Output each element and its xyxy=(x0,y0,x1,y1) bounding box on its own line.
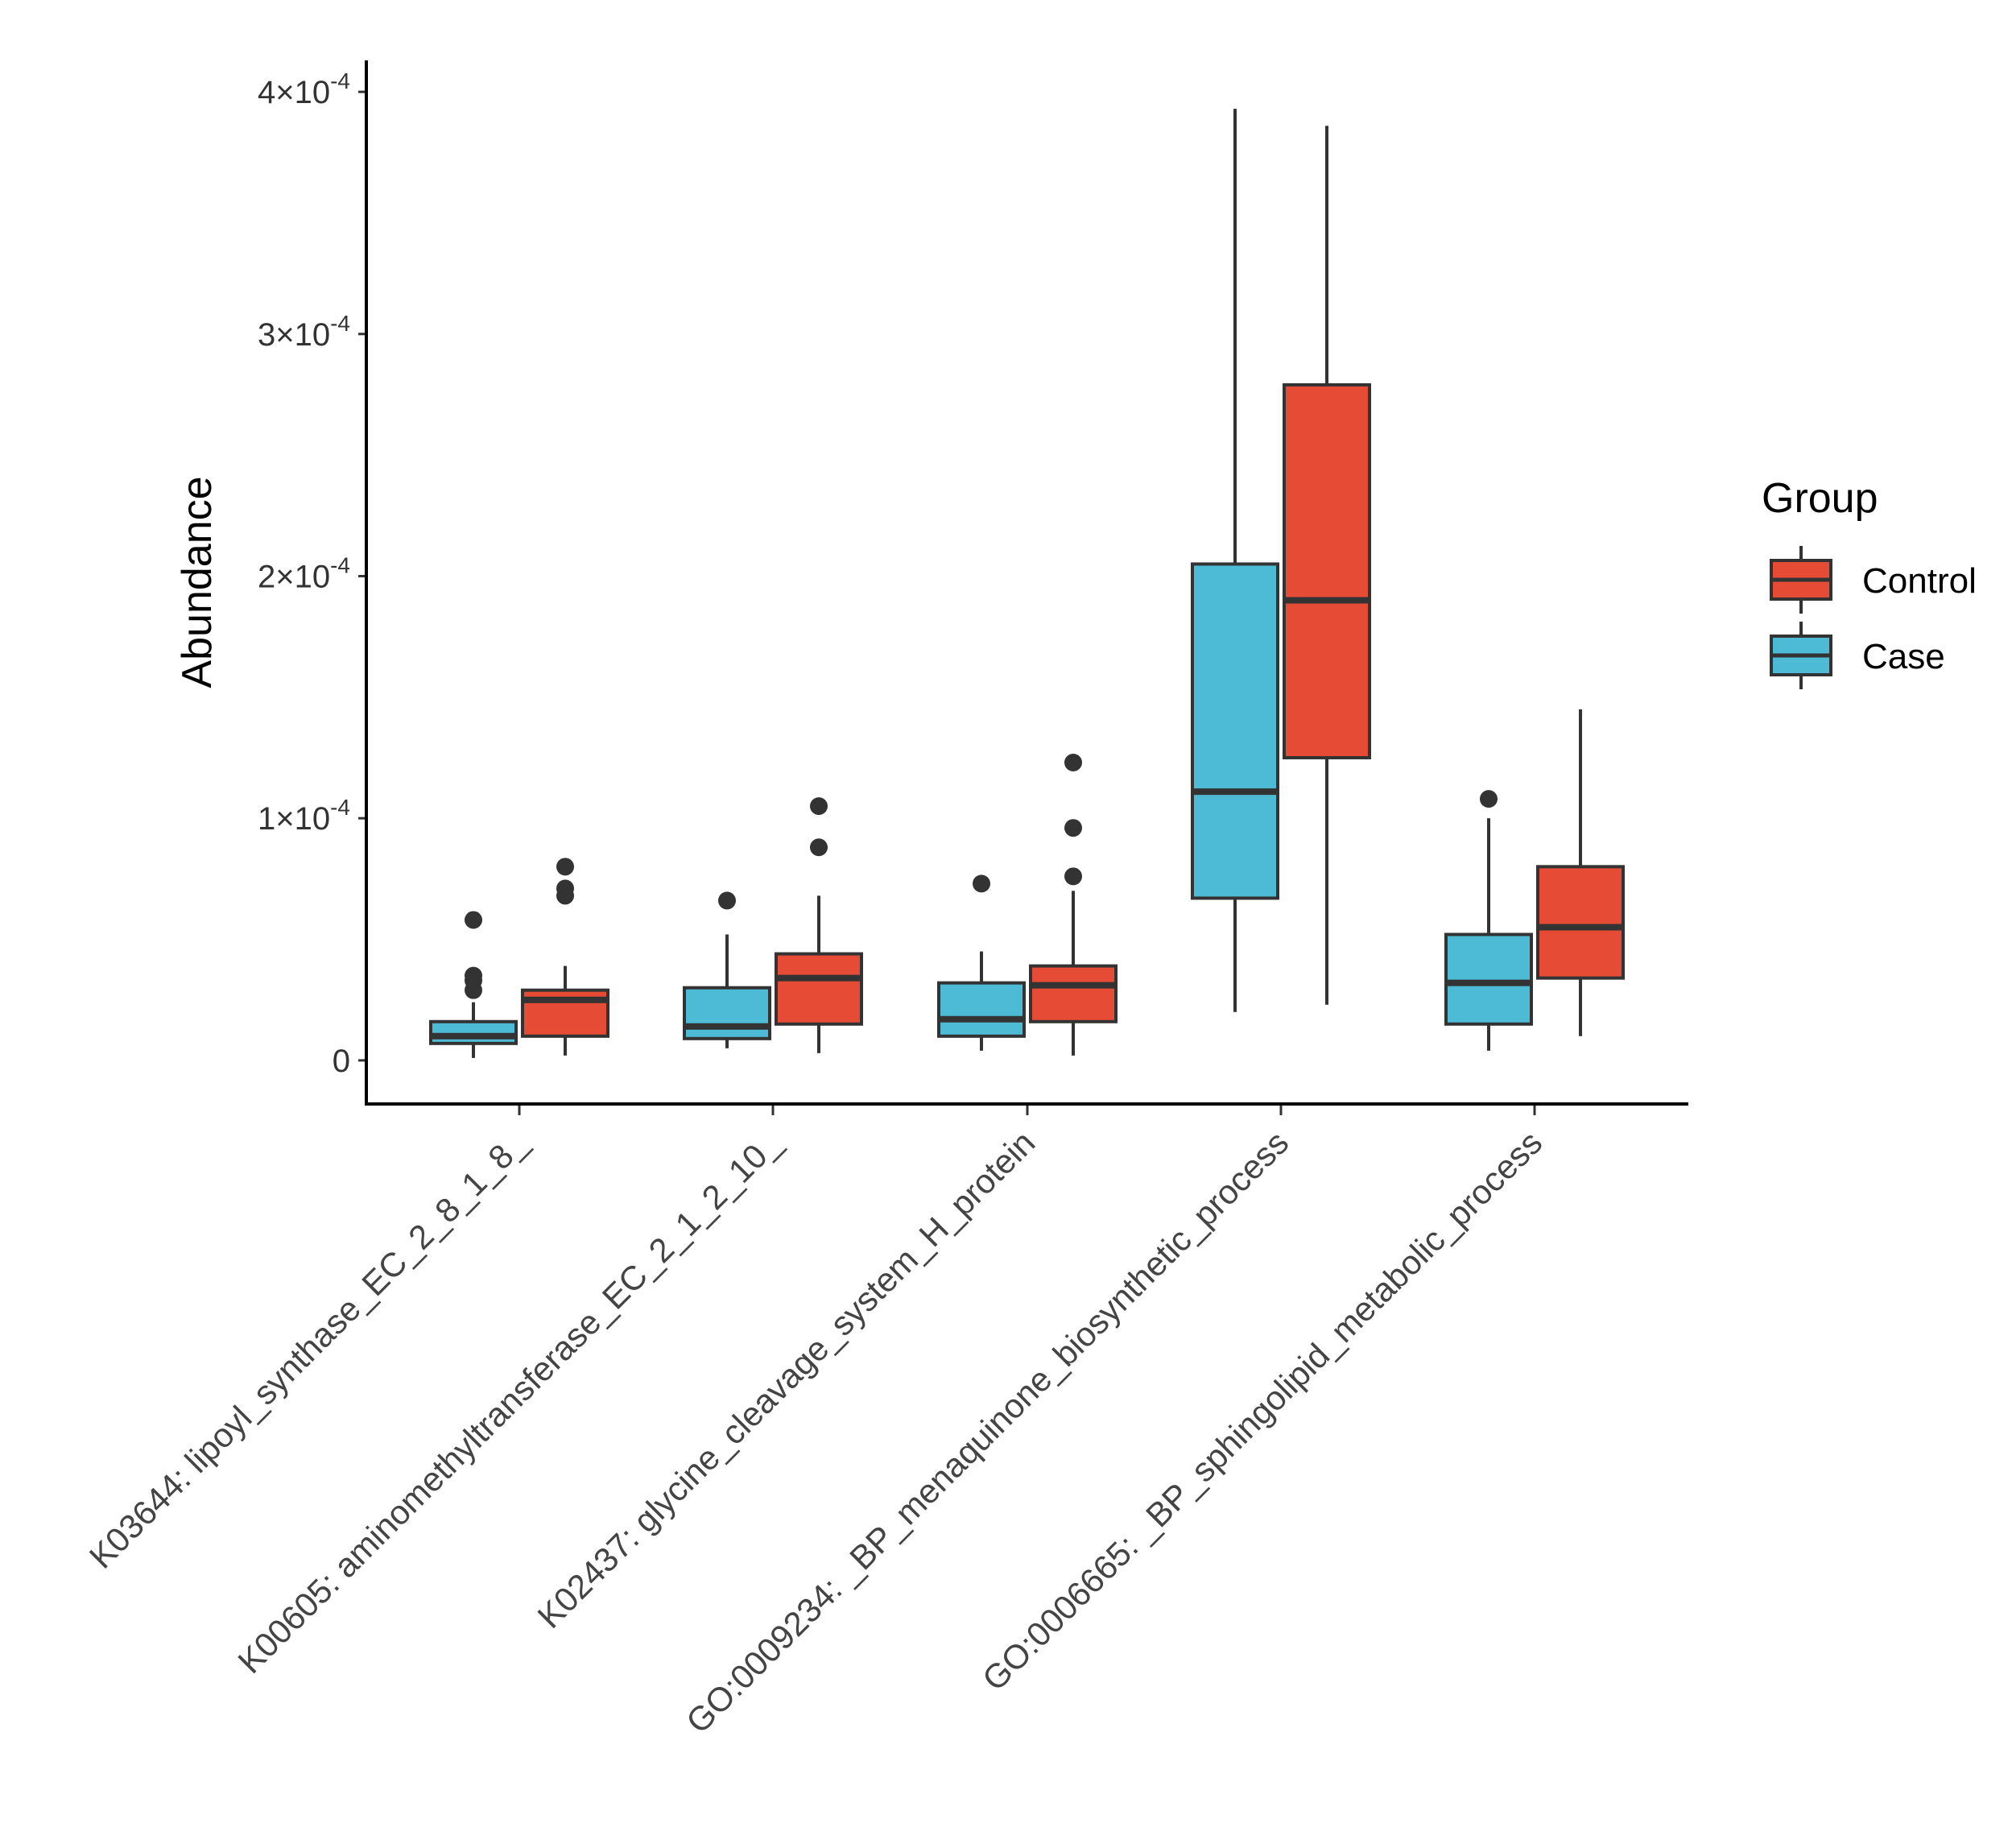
legend-title: Group xyxy=(1762,475,1878,522)
y-tick-mantissa: 3×10 xyxy=(258,317,330,353)
box-iqr xyxy=(776,954,861,1024)
outlier-point xyxy=(810,797,828,815)
outlier-point xyxy=(810,838,828,856)
y-tick-mantissa: 1×10 xyxy=(258,801,330,837)
outlier-point xyxy=(973,874,990,892)
box-control-2 xyxy=(1031,754,1116,1056)
box-case-3 xyxy=(1192,109,1278,1012)
y-tick-mantissa: 2×10 xyxy=(258,559,330,594)
y-tick-label: 4×10-4 xyxy=(258,68,350,110)
legend: Group Control Case xyxy=(1762,475,1977,689)
outlier-point xyxy=(1064,867,1082,885)
boxes xyxy=(431,109,1623,1058)
box-control-1 xyxy=(776,797,861,1053)
y-tick-exponent: -4 xyxy=(330,68,350,93)
outlier-point xyxy=(465,911,482,928)
legend-label: Control xyxy=(1862,561,1977,601)
x-category-label: K02437: glycine_cleavage_system_H_protei… xyxy=(531,1123,1043,1635)
y-tick-mantissa: 4×10 xyxy=(258,75,330,110)
x-category-label: K00605: aminomethyltransferase_EC_2_1_2_… xyxy=(230,1123,787,1681)
legend-entry-case: Case xyxy=(1771,622,1945,689)
boxplot-chart: Abundance 01×10-42×10-43×10-44×10-4 K036… xyxy=(0,0,2012,1848)
box-iqr xyxy=(1538,866,1623,978)
outlier-point xyxy=(1064,819,1082,837)
box-iqr xyxy=(684,988,770,1039)
box-iqr xyxy=(1446,935,1531,1024)
y-tick-exponent: -4 xyxy=(330,552,350,577)
y-ticks: 01×10-42×10-43×10-44×10-4 xyxy=(258,68,366,1079)
y-tick-exponent: -4 xyxy=(330,311,350,336)
y-axis-title: Abundance xyxy=(174,476,221,688)
y-tick-label: 0 xyxy=(333,1044,350,1079)
outlier-point xyxy=(465,982,482,999)
y-axis-title-group: Abundance xyxy=(174,476,221,688)
x-category-label: GO:0009234: _BP_menaquinone_biosynthetic… xyxy=(679,1123,1295,1740)
outlier-point xyxy=(1064,754,1082,771)
y-tick-label: 2×10-4 xyxy=(258,552,350,594)
outlier-point xyxy=(556,858,574,875)
box-iqr xyxy=(1192,564,1278,898)
box-iqr xyxy=(1284,385,1370,758)
box-control-3 xyxy=(1284,126,1370,1005)
x-category-label: GO:0006665: _BP_sphingolipid_metabolic_p… xyxy=(975,1123,1549,1697)
legend-entry-control: Control xyxy=(1771,546,1977,614)
outlier-point xyxy=(556,887,574,904)
box-case-0 xyxy=(431,911,516,1057)
y-tick-exponent: -4 xyxy=(330,795,350,820)
outlier-point xyxy=(718,891,736,909)
x-category-label: K03644: lipoyl_synthase_EC_2_8_1_8_ xyxy=(82,1123,535,1576)
box-control-4 xyxy=(1538,709,1623,1036)
box-iqr xyxy=(1031,966,1116,1022)
y-tick-mantissa: 0 xyxy=(333,1044,350,1079)
box-iqr xyxy=(431,1022,516,1044)
legend-label: Case xyxy=(1862,637,1945,676)
legend-entries: Control Case xyxy=(1771,546,1977,689)
box-control-0 xyxy=(523,858,608,1056)
box-iqr xyxy=(939,983,1024,1036)
x-ticks: K03644: lipoyl_synthase_EC_2_8_1_8_K0060… xyxy=(82,1106,1550,1740)
box-case-1 xyxy=(684,891,770,1048)
outlier-point xyxy=(1480,790,1498,808)
y-tick-label: 1×10-4 xyxy=(258,795,350,837)
box-case-2 xyxy=(939,874,1024,1050)
box-case-4 xyxy=(1446,790,1531,1051)
y-tick-label: 3×10-4 xyxy=(258,311,350,353)
